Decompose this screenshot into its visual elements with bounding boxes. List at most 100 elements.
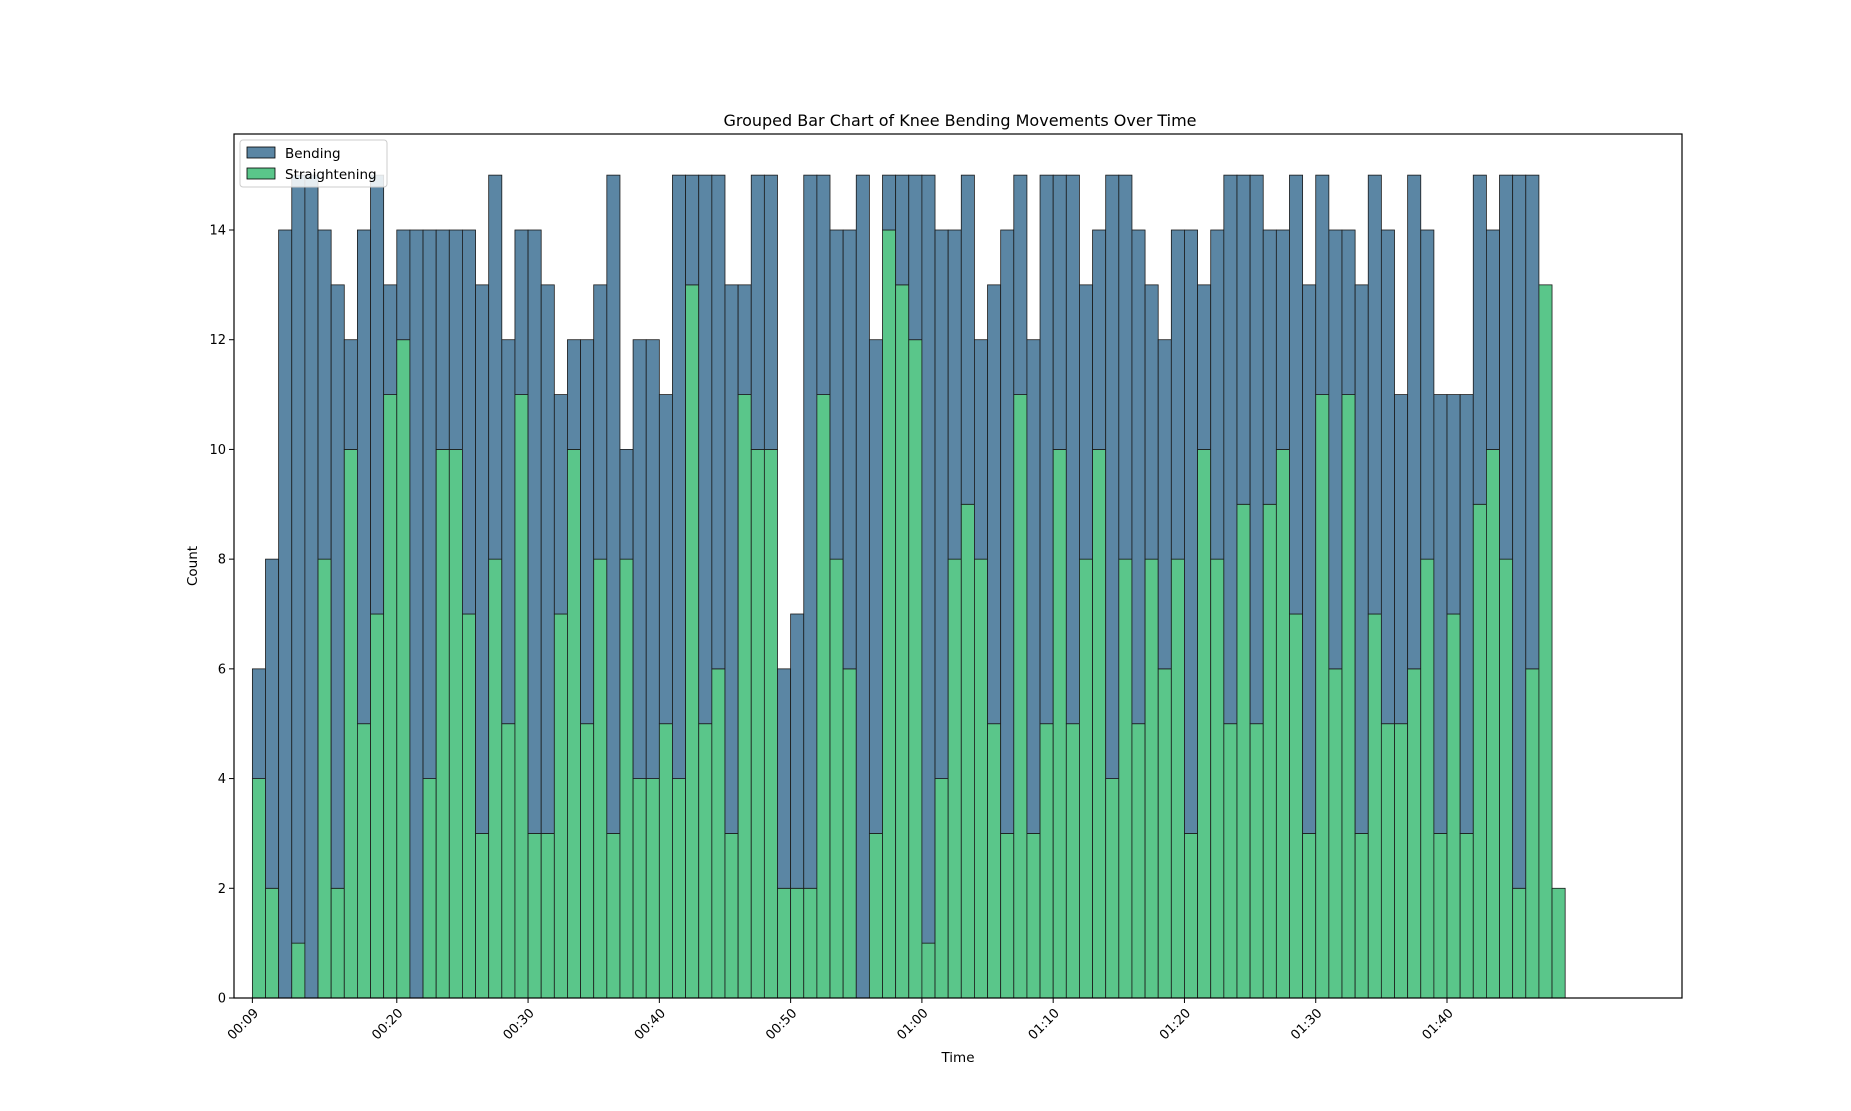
y-tick-label-4: 4 bbox=[218, 772, 226, 787]
bar-straightening-7 bbox=[343, 449, 358, 999]
bar-bending-37 bbox=[737, 284, 752, 395]
bar-bending-34 bbox=[698, 174, 713, 725]
bar-bending-24 bbox=[567, 339, 581, 450]
bar-straightening-87 bbox=[1394, 723, 1409, 999]
bar-bending-29 bbox=[632, 339, 647, 779]
bar-straightening-22 bbox=[540, 833, 555, 999]
bar-straightening-26 bbox=[593, 558, 608, 999]
bar-straightening-6 bbox=[330, 887, 345, 999]
legend-swatch-bending bbox=[246, 146, 276, 159]
bar-bending-16 bbox=[462, 229, 476, 615]
bar-straightening-49 bbox=[895, 284, 910, 999]
bar-straightening-29 bbox=[632, 778, 647, 999]
bar-bending-48 bbox=[882, 174, 897, 231]
bar-bending-30 bbox=[645, 339, 660, 779]
y-tick-label-6: 6 bbox=[218, 662, 226, 677]
bar-straightening-88 bbox=[1407, 668, 1422, 999]
bar-bending-33 bbox=[685, 174, 700, 286]
bar-straightening-63 bbox=[1079, 558, 1093, 999]
bar-bending-46 bbox=[855, 174, 870, 999]
x-tick-label-4: 00:50 bbox=[763, 1006, 800, 1043]
bar-bending-56 bbox=[987, 284, 1002, 725]
bar-straightening-0 bbox=[251, 778, 266, 999]
bar-bending-14 bbox=[435, 229, 450, 450]
bar-bending-85 bbox=[1367, 174, 1382, 615]
legend: Bending Straightening bbox=[239, 139, 388, 188]
bar-bending-68 bbox=[1144, 284, 1159, 560]
bar-straightening-57 bbox=[1000, 833, 1015, 999]
bar-bending-22 bbox=[540, 284, 555, 834]
bar-straightening-61 bbox=[1052, 449, 1067, 999]
bar-bending-47 bbox=[868, 339, 883, 834]
plot-frame bbox=[233, 133, 1683, 999]
bar-bending-6 bbox=[330, 284, 345, 889]
bar-straightening-58 bbox=[1013, 394, 1028, 999]
bar-straightening-85 bbox=[1367, 613, 1382, 999]
bar-bending-70 bbox=[1170, 229, 1185, 560]
bar-straightening-51 bbox=[921, 942, 936, 999]
bar-straightening-52 bbox=[934, 778, 949, 999]
bar-bending-45 bbox=[842, 229, 857, 670]
bar-straightening-3 bbox=[291, 942, 306, 999]
y-tick-label-14: 14 bbox=[209, 224, 226, 239]
bar-bending-44 bbox=[829, 229, 844, 560]
bar-straightening-28 bbox=[619, 558, 634, 999]
bar-straightening-82 bbox=[1328, 668, 1343, 999]
bar-straightening-78 bbox=[1275, 449, 1290, 999]
bar-bending-72 bbox=[1197, 284, 1212, 450]
bar-straightening-9 bbox=[370, 613, 385, 999]
bar-straightening-5 bbox=[317, 558, 332, 999]
bar-straightening-17 bbox=[475, 833, 490, 999]
bar-straightening-14 bbox=[435, 449, 450, 999]
bar-bending-83 bbox=[1341, 229, 1356, 395]
bar-straightening-16 bbox=[462, 613, 476, 999]
bar-bending-32 bbox=[672, 174, 686, 779]
bar-bending-64 bbox=[1092, 229, 1107, 450]
bar-straightening-21 bbox=[527, 833, 542, 999]
bar-straightening-8 bbox=[356, 723, 371, 999]
bar-straightening-59 bbox=[1026, 833, 1041, 999]
bar-bending-89 bbox=[1420, 229, 1435, 560]
bar-bending-4 bbox=[304, 174, 319, 999]
bar-straightening-66 bbox=[1118, 558, 1133, 999]
bar-bending-88 bbox=[1407, 174, 1422, 670]
bar-straightening-55 bbox=[974, 558, 988, 999]
bar-bending-60 bbox=[1039, 174, 1054, 725]
bar-bending-41 bbox=[790, 613, 805, 889]
bar-bending-67 bbox=[1131, 229, 1146, 725]
bar-bending-20 bbox=[514, 229, 529, 395]
bar-straightening-38 bbox=[750, 449, 765, 999]
bar-bending-3 bbox=[291, 174, 306, 944]
y-tick-label-0: 0 bbox=[218, 992, 226, 1007]
bar-straightening-84 bbox=[1354, 833, 1369, 999]
bar-bending-91 bbox=[1446, 394, 1461, 615]
bar-bending-15 bbox=[448, 229, 463, 450]
bar-bending-53 bbox=[947, 229, 962, 560]
bar-straightening-76 bbox=[1249, 723, 1264, 999]
bar-bending-95 bbox=[1499, 174, 1514, 560]
bar-straightening-68 bbox=[1144, 558, 1159, 999]
bar-bending-7 bbox=[343, 339, 358, 450]
bar-straightening-36 bbox=[724, 833, 739, 999]
bar-straightening-93 bbox=[1472, 503, 1487, 999]
bar-bending-63 bbox=[1079, 284, 1093, 560]
bar-bending-36 bbox=[724, 284, 739, 834]
bar-bending-23 bbox=[553, 394, 568, 615]
bar-bending-27 bbox=[606, 174, 621, 834]
bar-straightening-15 bbox=[448, 449, 463, 999]
bar-bending-9 bbox=[370, 174, 385, 615]
legend-label-straightening: Straightening bbox=[285, 167, 377, 183]
bar-bending-71 bbox=[1184, 229, 1198, 834]
bar-straightening-24 bbox=[567, 449, 581, 999]
x-axis: 00:09 00:20 00:30 00:40 00:50 01:00 01:10 01:20… bbox=[225, 998, 1457, 1043]
bar-bending-87 bbox=[1394, 394, 1409, 725]
bar-straightening-67 bbox=[1131, 723, 1146, 999]
y-tick-label-2: 2 bbox=[218, 882, 226, 897]
bar-bending-55 bbox=[974, 339, 988, 560]
legend-box bbox=[239, 139, 388, 188]
bar-bending-11 bbox=[396, 229, 411, 341]
bar-bending-51 bbox=[921, 174, 936, 944]
bar-bending-0 bbox=[251, 668, 266, 779]
bar-bending-97 bbox=[1525, 174, 1540, 670]
bar-bending-8 bbox=[356, 229, 371, 725]
